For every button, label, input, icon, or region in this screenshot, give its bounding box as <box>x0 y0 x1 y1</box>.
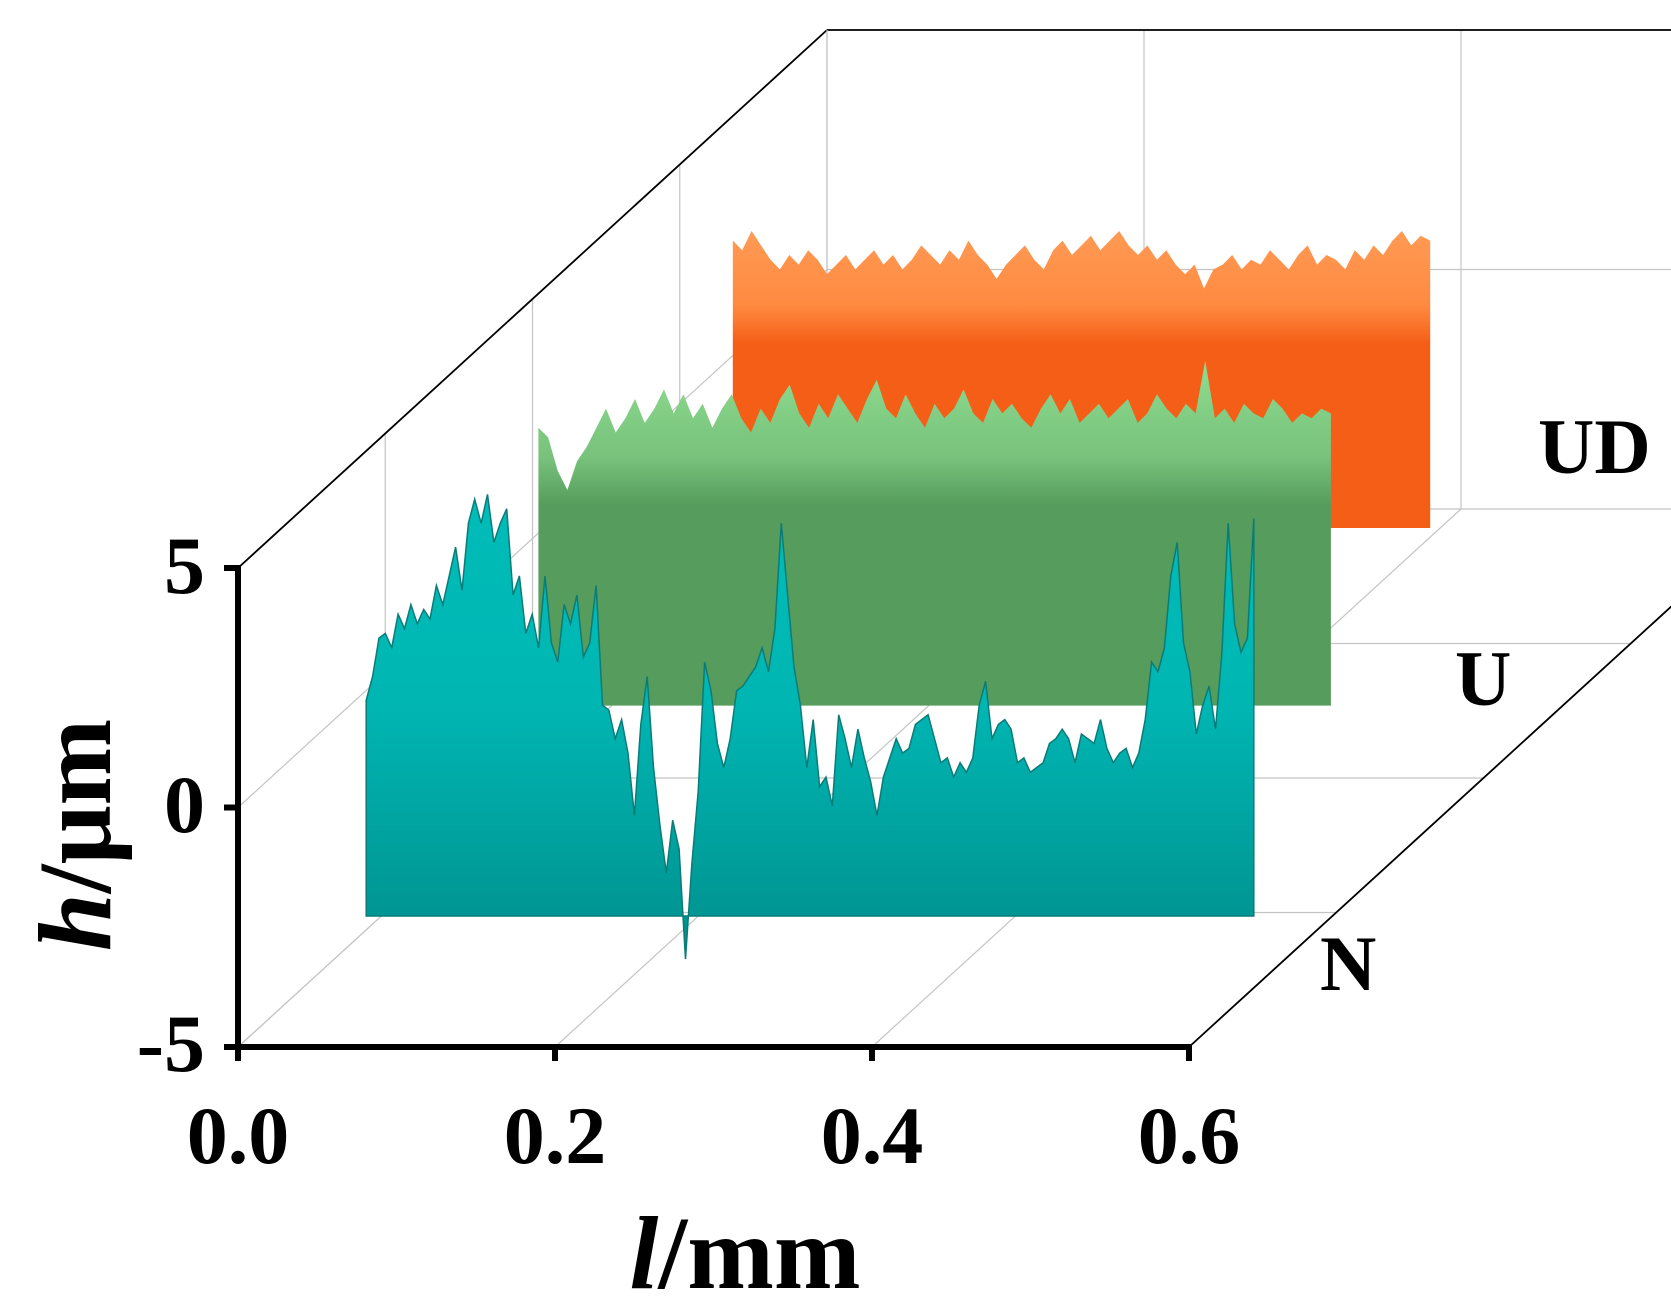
series-label-ud: UD <box>1538 403 1651 490</box>
y-axis-label-unit: /μm <box>18 719 133 895</box>
series-areas <box>365 231 1431 960</box>
series-label-u: U <box>1455 635 1511 722</box>
x-tick-label: 0.6 <box>1138 1090 1241 1181</box>
series-area-n <box>365 494 1255 960</box>
x-axis-label-unit: /mm <box>656 1196 860 1305</box>
y-tick-label: -5 <box>137 998 205 1089</box>
x-axis-label: l/mm <box>629 1196 860 1305</box>
series-label-n: N <box>1320 920 1376 1007</box>
box-edge <box>1188 605 1671 1048</box>
x-axis-label-symbol: l <box>629 1196 658 1305</box>
x-tick-label: 0.2 <box>504 1090 607 1181</box>
y-axis-label-symbol: h <box>18 893 133 951</box>
x-tick-label: 0.0 <box>187 1090 290 1181</box>
y-tick-label: 5 <box>164 520 205 611</box>
axes <box>224 565 1192 1061</box>
box-edge <box>237 29 828 569</box>
y-tick-label: 0 <box>164 759 205 850</box>
x-tick-label: 0.4 <box>821 1090 924 1181</box>
y-axis-label: h/μm <box>18 719 133 951</box>
series-area-u <box>538 360 1331 706</box>
